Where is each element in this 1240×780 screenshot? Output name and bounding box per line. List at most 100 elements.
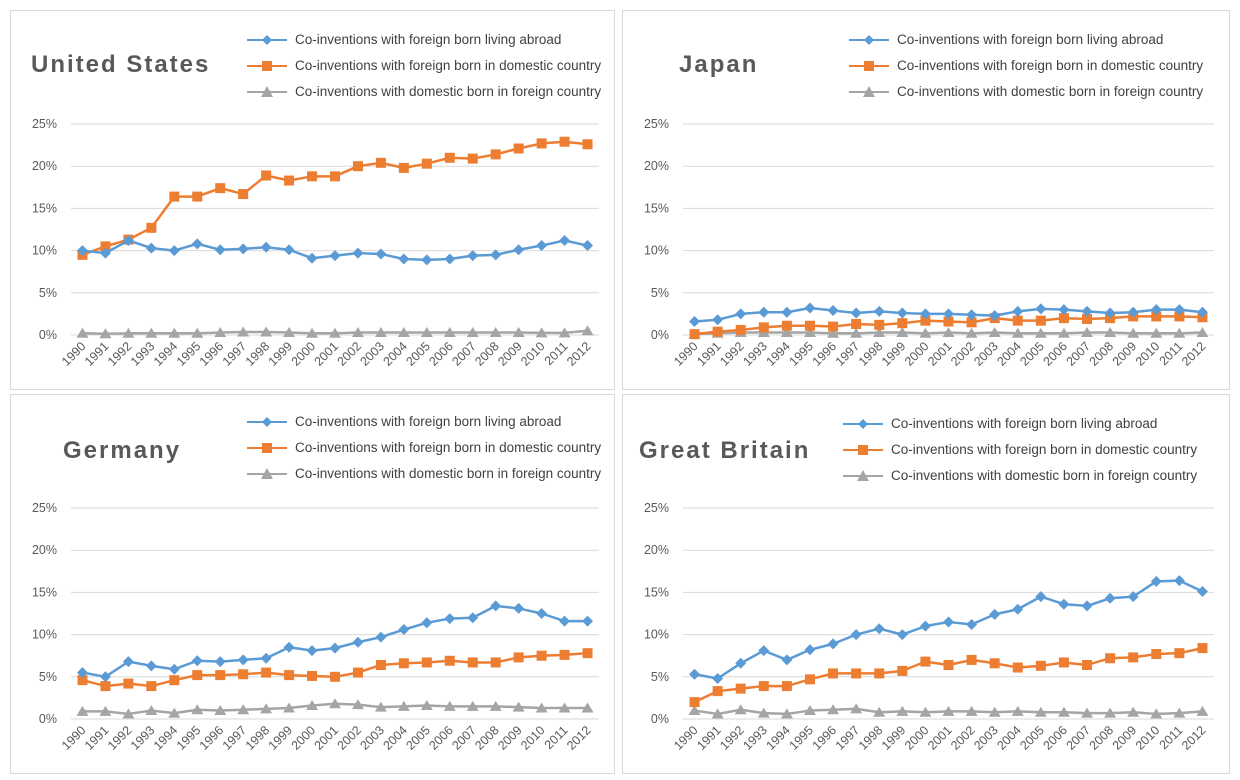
x-tick-label: 2002 xyxy=(335,339,365,369)
data-point-square xyxy=(1151,649,1162,660)
chart-legend: Co-inventions with foreign born living a… xyxy=(849,29,1203,107)
data-point-diamond xyxy=(804,302,816,314)
x-tick-label: 2012 xyxy=(1179,723,1209,753)
data-point-square xyxy=(1058,313,1069,324)
data-point-diamond xyxy=(1058,304,1070,316)
legend-triangle-marker-icon xyxy=(247,468,287,479)
x-tick-label: 2006 xyxy=(1040,723,1070,753)
data-point-square xyxy=(169,191,180,202)
data-point-diamond xyxy=(559,615,571,627)
data-point-triangle xyxy=(260,326,273,337)
x-tick-label: 2001 xyxy=(312,723,342,753)
x-tick-label: 2007 xyxy=(1064,723,1094,753)
data-point-square xyxy=(513,143,524,154)
data-point-diamond xyxy=(237,654,249,666)
data-point-diamond xyxy=(421,254,433,266)
x-tick-label: 2000 xyxy=(902,339,932,369)
data-point-triangle xyxy=(827,327,840,338)
y-tick-label: 5% xyxy=(651,670,669,684)
data-point-square xyxy=(582,139,593,150)
data-point-diamond xyxy=(1012,603,1024,615)
data-point-diamond xyxy=(758,306,770,318)
data-point-diamond xyxy=(989,310,1001,322)
data-point-diamond xyxy=(966,618,978,630)
data-point-triangle xyxy=(99,705,112,716)
data-point-diamond xyxy=(896,307,908,319)
legend-square-marker-icon xyxy=(849,61,889,71)
data-point-square xyxy=(77,675,88,686)
x-tick-label: 2008 xyxy=(472,339,502,369)
data-point-triangle xyxy=(512,326,525,337)
x-tick-label: 1997 xyxy=(220,723,250,753)
data-point-square xyxy=(146,222,157,233)
data-point-square xyxy=(284,670,295,681)
data-point-square xyxy=(330,671,340,682)
legend-triangle-marker-icon xyxy=(247,86,287,97)
x-tick-label: 2005 xyxy=(1017,723,1047,753)
legend-item-foreign-born-domestic: Co-inventions with foreign born in domes… xyxy=(247,437,601,463)
series-line xyxy=(694,646,1203,704)
data-point-triangle xyxy=(466,700,479,711)
x-tick-label: 1994 xyxy=(763,723,793,753)
data-point-triangle xyxy=(803,705,816,716)
data-point-square xyxy=(330,171,340,182)
data-point-triangle xyxy=(711,708,724,719)
legend-diamond-marker-icon xyxy=(849,35,889,45)
data-point-diamond xyxy=(122,234,134,246)
legend-diamond-marker-icon xyxy=(247,35,287,45)
x-tick-label: 1999 xyxy=(879,339,909,369)
x-tick-label: 2006 xyxy=(426,339,456,369)
data-point-diamond xyxy=(99,671,111,683)
y-tick-label: 20% xyxy=(32,543,57,557)
x-tick-label: 1998 xyxy=(243,339,273,369)
data-point-diamond xyxy=(1081,600,1093,612)
data-point-diamond xyxy=(712,672,724,684)
data-point-diamond xyxy=(76,667,88,679)
chart-title: Germany xyxy=(63,437,182,464)
legend-item-domestic-born-foreign: Co-inventions with domestic born in fore… xyxy=(849,81,1203,107)
data-point-triangle xyxy=(145,327,158,338)
data-point-diamond xyxy=(145,660,157,672)
data-point-triangle xyxy=(942,705,955,716)
data-point-triangle xyxy=(512,701,525,712)
data-point-triangle xyxy=(1196,705,1209,716)
legend-label: Co-inventions with foreign born living a… xyxy=(891,416,1158,431)
x-tick-label: 2009 xyxy=(1110,339,1140,369)
x-tick-label: 2008 xyxy=(1087,723,1117,753)
line-chart-plot: 0% 5% 10% 15% 20% 25% 199019911992199319941995… xyxy=(32,117,599,369)
data-point-square xyxy=(238,189,249,200)
x-tick-label: 1991 xyxy=(82,723,112,753)
data-point-square xyxy=(966,654,977,665)
x-tick-label: 2012 xyxy=(1179,339,1209,369)
data-point-diamond xyxy=(850,307,862,319)
x-tick-label: 1995 xyxy=(787,723,817,753)
legend-square-marker-icon xyxy=(843,445,883,455)
data-point-diamond xyxy=(1104,307,1116,319)
data-point-diamond xyxy=(329,642,341,654)
data-point-square xyxy=(897,318,908,329)
x-tick-label: 1992 xyxy=(717,339,747,369)
data-point-diamond xyxy=(467,250,479,262)
legend-triangle-marker-icon xyxy=(849,86,889,97)
data-point-triangle xyxy=(237,704,250,715)
legend-item-domestic-born-foreign: Co-inventions with domestic born in fore… xyxy=(843,465,1197,491)
data-point-square xyxy=(352,667,363,678)
data-point-triangle xyxy=(76,327,89,338)
legend-label: Co-inventions with domestic born in fore… xyxy=(891,468,1198,483)
data-point-triangle xyxy=(1150,708,1163,719)
data-point-square xyxy=(490,149,501,160)
x-tick-label: 1996 xyxy=(197,723,227,753)
x-tick-label: 1990 xyxy=(59,723,89,753)
legend-item-foreign-born-abroad: Co-inventions with foreign born living a… xyxy=(849,29,1203,55)
data-point-diamond xyxy=(943,616,954,628)
data-point-triangle xyxy=(896,326,909,337)
line-chart-plot: 0% 5% 10% 15% 20% 25% 199019911992199319941995… xyxy=(32,501,599,753)
data-point-square xyxy=(238,669,249,680)
legend-item-foreign-born-domestic: Co-inventions with foreign born in domes… xyxy=(247,55,601,81)
data-point-square xyxy=(536,138,547,149)
data-point-square xyxy=(467,657,478,668)
x-tick-label: 2010 xyxy=(518,723,548,753)
data-point-diamond xyxy=(559,234,571,246)
data-point-triangle xyxy=(1173,707,1186,718)
y-tick-label: 10% xyxy=(644,244,669,258)
